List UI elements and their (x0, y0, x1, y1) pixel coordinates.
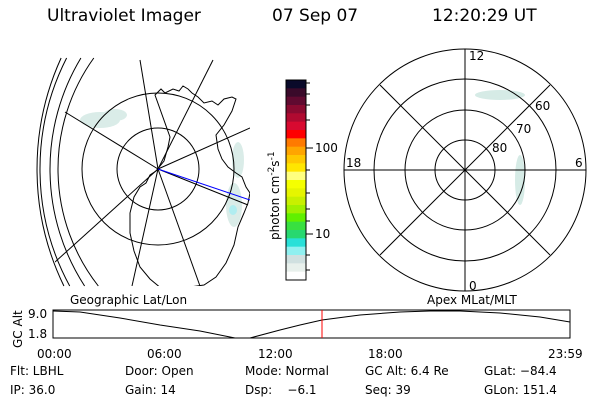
left-map-caption: Geographic Lat/Lon (70, 293, 187, 307)
colorbar-swatch (286, 96, 306, 106)
colorbar-tick-100: 100 (315, 141, 338, 155)
colorbar-swatch (286, 238, 306, 248)
gain-info: Gain: 14 (125, 383, 176, 397)
colorbar-ticks (306, 82, 313, 271)
timeline-ylabel: GC Alt (11, 310, 25, 348)
colorbar-swatch (286, 121, 306, 131)
mlt-label-6: 6 (575, 156, 583, 170)
x-tick-2359: 23:59 (548, 347, 583, 361)
colorbar-swatch (286, 271, 306, 281)
colorbar-swatch (286, 255, 306, 264)
x-tick-1200: 12:00 (258, 347, 293, 361)
x-tick-0600: 06:00 (147, 347, 182, 361)
colorbar-swatch (286, 88, 306, 98)
latitude-arc (57, 57, 99, 287)
right-map-caption: Apex MLat/MLT (427, 293, 517, 307)
dsp-info: Dsp: −6.1 (245, 383, 317, 397)
lat-label-80: 80 (492, 141, 507, 155)
latitude-arc (49, 57, 86, 287)
x-tick-1800: 18:00 (368, 347, 403, 361)
colorbar-swatch (286, 138, 306, 148)
latitude-arc (36, 57, 65, 287)
latitude-arc (39, 57, 71, 287)
polar-plot-labels: 12 6 0 18 60 70 80 (346, 49, 583, 293)
mlt-label-0: 0 (469, 279, 477, 293)
lat-label-70: 70 (516, 122, 531, 136)
glon-info: GLon: 151.4 (484, 383, 557, 397)
seq-info: Seq: 39 (365, 383, 411, 397)
mlt-label-12: 12 (469, 49, 484, 63)
colorbar-swatch (286, 196, 306, 206)
colorbar-swatch (286, 180, 306, 189)
colorbar-swatch (286, 246, 306, 256)
coastline (129, 85, 250, 286)
colorbar-swatch (286, 205, 306, 214)
geographic-map (36, 57, 250, 287)
polar-mlt-plot (343, 48, 587, 292)
aurora-emission (80, 109, 244, 227)
colorbar-swatch (286, 130, 306, 139)
colorbar-swatch (286, 263, 306, 273)
sun-direction-line (157, 168, 250, 201)
door-info: Door: Open (125, 364, 194, 378)
colorbar-swatch (286, 80, 306, 89)
filter-info: Flt: LBHL (10, 364, 64, 378)
lat-label-60: 60 (535, 99, 550, 113)
date-label: 07 Sep 07 (272, 6, 359, 26)
y-tick-1.8: 1.8 (28, 327, 47, 341)
x-tick-0000: 00:00 (37, 347, 72, 361)
altitude-curve (52, 310, 571, 339)
y-tick-9: 9.0 (28, 307, 47, 321)
colorbar-swatch (286, 113, 306, 123)
colorbar-swatch (286, 213, 306, 223)
colorbar-label: photon cm-2s-1 (267, 151, 282, 240)
colorbar-swatch (286, 221, 306, 231)
colorbar-swatch (286, 163, 306, 173)
colorbar-tick-10: 10 (315, 227, 330, 241)
ip-info: IP: 36.0 (10, 383, 56, 397)
gc-alt-info: GC Alt: 6.4 Re (365, 364, 449, 378)
colorbar-frame (285, 79, 307, 281)
instrument-title: Ultraviolet Imager (47, 6, 201, 26)
colorbar-swatch (286, 230, 306, 239)
colorbar-swatch (286, 146, 306, 156)
colorbar-swatch (286, 155, 306, 164)
colorbar-swatch (286, 188, 306, 198)
colorbar (286, 80, 306, 281)
mode-info: Mode: Normal (245, 364, 329, 378)
time-label: 12:20:29 UT (432, 6, 537, 26)
altitude-timeline: GC Alt 9.0 1.8 00:00 06:00 12:00 18:00 2… (11, 307, 583, 361)
mlt-label-18: 18 (346, 156, 361, 170)
glat-info: GLat: −84.4 (484, 364, 557, 378)
colorbar-swatch (286, 105, 306, 114)
colorbar-swatch (286, 171, 306, 181)
